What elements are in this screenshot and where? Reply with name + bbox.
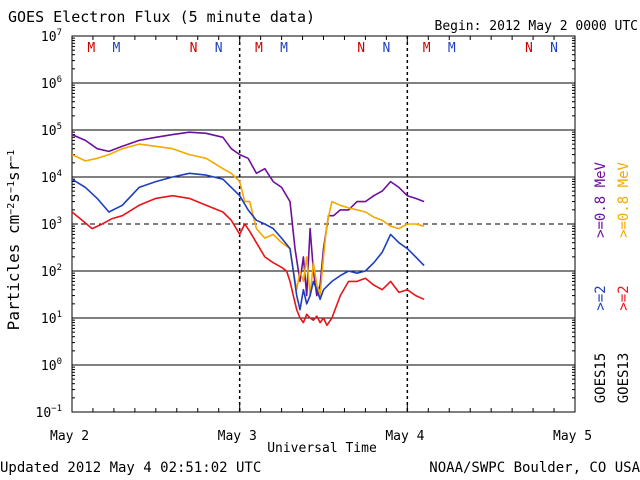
flux-series (72, 131, 425, 327)
chart-title: GOES Electron Flux (5 minute data) (8, 8, 315, 26)
y-axis-label: Particles cm−2s−1sr−1 (4, 150, 23, 331)
marker-n: N (190, 41, 198, 56)
y-axis-label-exp: −1 (6, 181, 17, 193)
y-axis-label-part: s (4, 193, 23, 203)
legend-entry: GOES13 (616, 353, 632, 404)
series-goes13_ge2 (72, 194, 425, 327)
begin-label: Begin: 2012 May 2 0000 UTC (435, 19, 639, 34)
y-tick-label: 103 (41, 216, 62, 233)
y-tick-base: 10 (41, 218, 57, 233)
y-axis-label-part: Particles cm (4, 215, 23, 331)
y-tick-label: 106 (41, 75, 62, 92)
marker-m: M (87, 41, 95, 56)
y-tick-exponent: 2 (57, 263, 62, 273)
legend-entry: GOES15 (593, 353, 609, 404)
marker-n: N (357, 41, 365, 56)
updated-label: Updated 2012 May 4 02:51:02 UTC (0, 460, 261, 476)
x-tick-label: May 5 (553, 429, 592, 444)
y-tick-base: 10 (41, 359, 57, 374)
y-tick-base: 10 (41, 171, 57, 186)
x-tick-label: May 2 (50, 429, 89, 444)
legend-entry: >=2 (593, 285, 609, 310)
y-tick-label: 10−1 (36, 404, 63, 421)
marker-n: N (550, 41, 558, 56)
y-tick-base: 10 (36, 406, 52, 421)
y-tick-exponent: 5 (57, 122, 62, 132)
legend-entry: >=2 (616, 285, 632, 310)
x-tick-label: May 4 (385, 429, 424, 444)
y-tick-label: 107 (41, 28, 62, 45)
y-tick-base: 10 (41, 124, 57, 139)
marker-m: M (448, 41, 456, 56)
y-tick-base: 10 (41, 30, 57, 45)
marker-n: N (215, 41, 223, 56)
marker-m: M (255, 41, 263, 56)
y-tick-exponent: 1 (57, 310, 62, 320)
series-goes15_ge08 (72, 131, 425, 297)
legend-entry: >=0.8 MeV (593, 162, 609, 238)
series-goes15_ge2 (72, 172, 425, 311)
y-tick-base: 10 (41, 77, 57, 92)
legend-entry: >=0.8 MeV (616, 162, 632, 238)
marker-m: M (280, 41, 288, 56)
marker-n: N (525, 41, 533, 56)
x-tick-label: May 3 (218, 429, 257, 444)
y-axis-label-exp: −2 (6, 203, 17, 215)
y-axis-label-exp: −1 (6, 150, 17, 162)
series-goes13_ge08 (72, 143, 425, 297)
credit-label: NOAA/SWPC Boulder, CO USA (429, 460, 640, 476)
y-tick-label: 105 (41, 122, 62, 139)
y-tick-label: 101 (41, 310, 62, 327)
marker-n: N (382, 41, 390, 56)
y-axis-label-part: sr (4, 161, 23, 181)
y-tick-base: 10 (41, 312, 57, 327)
y-tick-exponent: −1 (51, 404, 62, 414)
y-tick-label: 100 (41, 357, 62, 374)
x-tick-labels: May 2 May 3 May 4 May 5 (50, 36, 592, 444)
y-tick-exponent: 0 (57, 357, 62, 367)
marker-m: M (113, 41, 121, 56)
y-tick-label: 104 (41, 169, 62, 186)
grid-lines (72, 35, 575, 413)
y-tick-exponent: 3 (57, 216, 62, 226)
legend: >=0.8 MeV >=0.8 MeV >=2 >=2 GOES15 GOES13 (593, 162, 632, 404)
y-tick-base: 10 (41, 265, 57, 280)
y-tick-label: 102 (41, 263, 62, 280)
y-tick-exponent: 4 (57, 169, 62, 179)
marker-m: M (423, 41, 431, 56)
x-axis-label: Universal Time (267, 441, 377, 456)
y-tick-exponent: 7 (57, 28, 62, 38)
y-tick-exponent: 6 (57, 75, 62, 85)
